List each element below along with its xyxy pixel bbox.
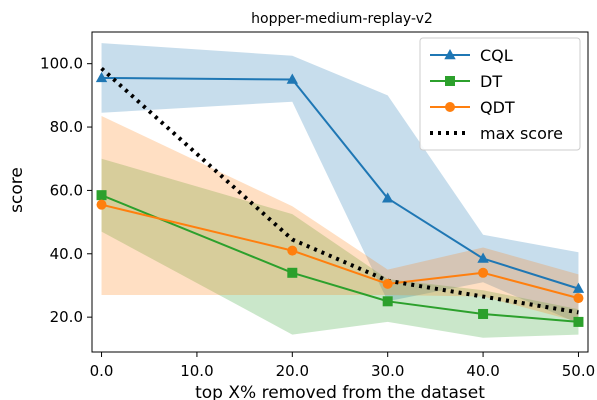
data-point-dt (96, 190, 107, 201)
y-tick-label: 60.0 (50, 181, 83, 199)
y-tick-label: 100.0 (40, 55, 83, 73)
x-tick-label: 40.0 (466, 362, 499, 380)
legend-label-max-score: max score (480, 124, 563, 143)
data-point-dt (287, 267, 298, 278)
data-point-cql (286, 73, 299, 84)
data-point-qdt (96, 199, 107, 210)
legend: CQL DT QDT max score (419, 37, 581, 151)
plot-frame (91, 31, 589, 353)
x-tick-label: 50.0 (562, 362, 595, 380)
x-axis: 0.0 10.0 20.0 30.0 40.0 50.0 (90, 352, 595, 380)
x-tick-label: 20.0 (276, 362, 309, 380)
chart-title: hopper-medium-replay-v2 (251, 11, 433, 27)
legend-label-dt: DT (480, 72, 502, 91)
x-tick-label: 30.0 (371, 362, 404, 380)
data-point-cql (95, 71, 108, 83)
data-point-dt (573, 316, 584, 327)
legend-marker-qdt (445, 102, 455, 112)
legend-label-cql: CQL (480, 46, 513, 65)
data-point-dt (478, 308, 489, 319)
legend-box (419, 37, 581, 151)
y-axis: 20.0 40.0 60.0 80.0 100.0 (40, 55, 92, 326)
y-axis-label: score (7, 167, 27, 213)
x-axis-label: top X% removed from the dataset (195, 383, 485, 400)
legend-marker-cql (444, 49, 456, 60)
legend-marker-dt (445, 76, 455, 86)
data-point-dt (382, 296, 393, 307)
data-point-cql (477, 252, 489, 263)
legend-label-qdt: QDT (480, 98, 515, 117)
confidence-band-cql (101, 43, 579, 324)
y-tick-label: 40.0 (50, 245, 83, 263)
data-point-cql (381, 192, 394, 203)
data-point-qdt (478, 267, 489, 278)
data-point-qdt (573, 293, 584, 304)
x-tick-label: 0.0 (90, 362, 114, 380)
series-markers (95, 71, 585, 327)
data-point-cql (572, 282, 585, 293)
data-point-qdt (287, 245, 298, 256)
confidence-band-qdt (101, 115, 579, 322)
y-tick-label: 20.0 (50, 308, 83, 326)
y-tick-label: 80.0 (50, 118, 83, 136)
x-tick-label: 10.0 (180, 362, 213, 380)
data-point-qdt (382, 278, 393, 289)
